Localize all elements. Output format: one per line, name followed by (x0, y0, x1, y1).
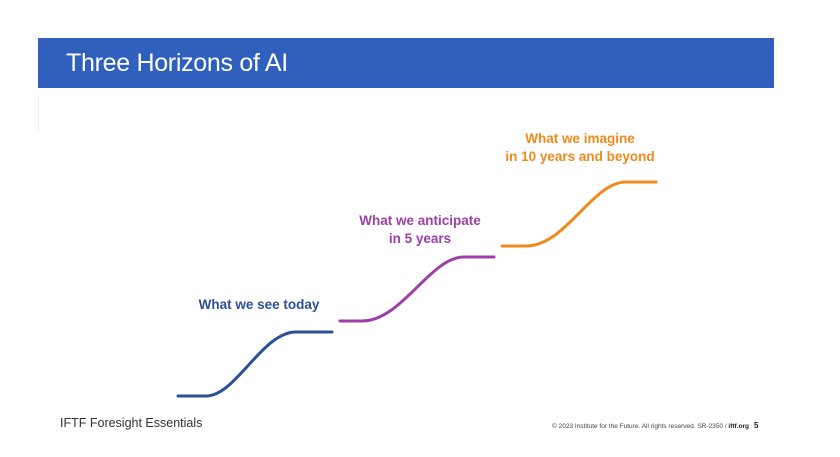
horizon-label-line: in 5 years (388, 231, 452, 246)
horizon-label-5-years: What we anticipate in 5 years (340, 212, 500, 248)
horizon-label-line: What we anticipate (359, 213, 481, 228)
horizon-curve-today (176, 330, 334, 398)
title-bar: Three Horizons of AI (38, 38, 774, 88)
horizon-label-10-years: What we imagine in 10 years and beyond (484, 130, 676, 166)
horizon-curve-5-years (338, 255, 496, 323)
horizon-curve-10-years (500, 180, 658, 248)
footer-brand: IFTF Foresight Essentials (60, 416, 203, 430)
decorative-divider (38, 96, 39, 132)
horizon-label-line: What we imagine (525, 131, 635, 146)
slide-title: Three Horizons of AI (66, 49, 288, 77)
page-number: 5 (754, 421, 759, 430)
horizon-label-line: What we see today (198, 297, 320, 312)
copyright-text: © 2023 Institute for the Future. All rig… (552, 423, 729, 430)
horizon-label-line: in 10 years and beyond (505, 149, 655, 164)
footer-site-link[interactable]: iftf.org (728, 423, 749, 430)
footer-copyright: © 2023 Institute for the Future. All rig… (552, 423, 749, 430)
horizon-label-today: What we see today (180, 296, 338, 314)
